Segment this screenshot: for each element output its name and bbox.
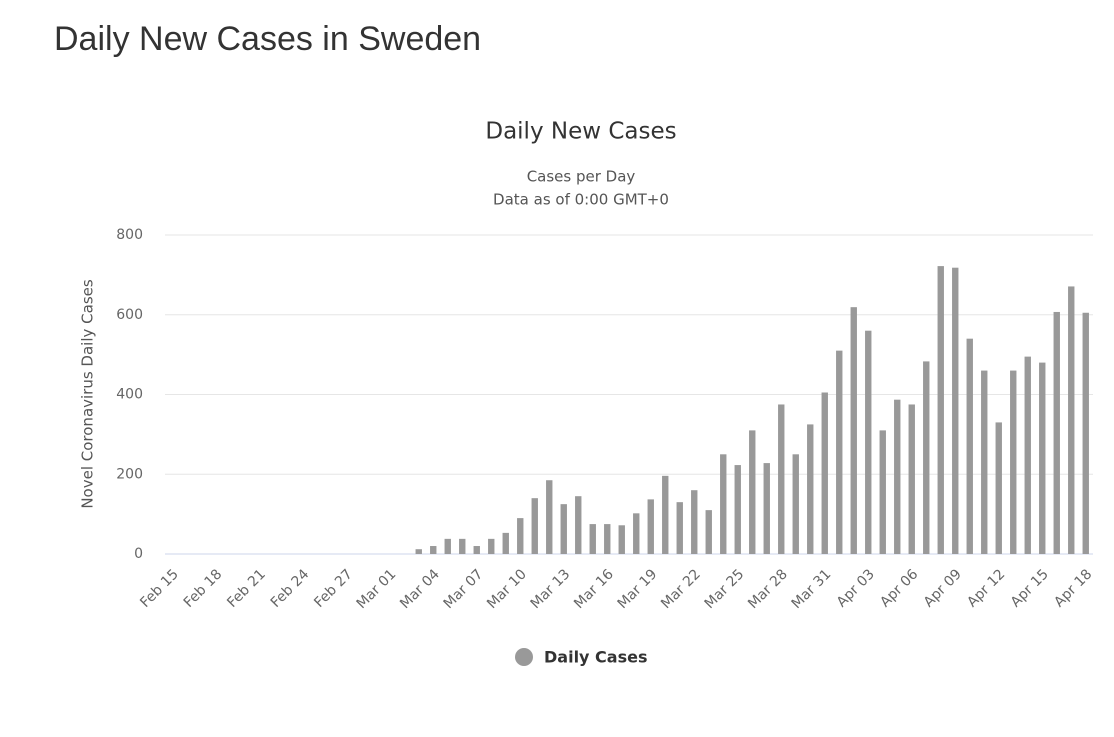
bar bbox=[575, 496, 582, 554]
bar bbox=[763, 463, 770, 554]
bar bbox=[807, 424, 814, 554]
bar bbox=[589, 524, 596, 554]
bar bbox=[618, 525, 625, 554]
bar bbox=[850, 307, 857, 554]
x-tick-label: Apr 15 bbox=[1008, 566, 1052, 610]
bar bbox=[444, 538, 451, 554]
bar bbox=[488, 538, 495, 554]
chart-subtitle: Cases per Day bbox=[527, 168, 636, 186]
x-tick-label: Mar 31 bbox=[789, 566, 835, 612]
x-tick-label: Apr 06 bbox=[877, 566, 921, 610]
bar bbox=[1039, 362, 1046, 554]
chart-title: Daily New Cases bbox=[485, 119, 676, 145]
bar bbox=[865, 330, 872, 554]
bar bbox=[1082, 312, 1089, 554]
x-tick-label: Feb 15 bbox=[137, 566, 182, 611]
bar bbox=[821, 392, 828, 554]
x-tick-label: Apr 12 bbox=[964, 566, 1008, 610]
bar bbox=[836, 350, 843, 554]
bar bbox=[676, 502, 683, 554]
bar bbox=[691, 490, 698, 554]
bar bbox=[415, 549, 422, 554]
y-tick-label: 800 bbox=[116, 227, 143, 243]
y-tick-label: 200 bbox=[116, 466, 143, 482]
bar bbox=[604, 524, 611, 554]
x-tick-label: Mar 16 bbox=[571, 566, 617, 612]
bar bbox=[879, 430, 886, 554]
bar bbox=[459, 538, 466, 554]
y-axis-label: Novel Coronavirus Daily Cases bbox=[79, 279, 97, 509]
bar bbox=[546, 480, 553, 554]
x-tick-label: Mar 25 bbox=[702, 566, 748, 612]
bar bbox=[952, 267, 959, 554]
bar bbox=[966, 338, 973, 554]
bar bbox=[937, 266, 944, 554]
bar bbox=[1068, 286, 1075, 554]
x-tick-label: Mar 01 bbox=[354, 566, 400, 612]
bar bbox=[1053, 311, 1060, 554]
bar bbox=[517, 518, 524, 554]
y-tick-label: 0 bbox=[134, 546, 143, 562]
bar bbox=[430, 546, 437, 554]
x-tick-label: Feb 21 bbox=[224, 566, 269, 611]
bar bbox=[894, 399, 901, 554]
legend-marker bbox=[515, 648, 533, 666]
bar bbox=[662, 475, 669, 554]
bar bbox=[995, 422, 1002, 554]
bar bbox=[1010, 370, 1017, 554]
x-tick-label: Mar 22 bbox=[658, 566, 704, 612]
legend-label: Daily Cases bbox=[544, 648, 647, 667]
bar bbox=[923, 361, 930, 554]
y-tick-label: 600 bbox=[116, 307, 143, 323]
bar bbox=[792, 454, 799, 554]
bar bbox=[1024, 356, 1031, 554]
x-tick-label: Mar 07 bbox=[441, 566, 487, 612]
bar bbox=[473, 546, 480, 554]
bar bbox=[734, 465, 741, 554]
bar bbox=[720, 454, 727, 554]
bar bbox=[560, 504, 567, 554]
x-tick-label: Apr 09 bbox=[921, 566, 965, 610]
bar bbox=[633, 513, 640, 554]
bar bbox=[502, 532, 509, 554]
bar bbox=[705, 510, 712, 554]
page-title: Daily New Cases in Sweden bbox=[54, 20, 481, 58]
x-tick-label: Mar 04 bbox=[397, 566, 443, 612]
bar bbox=[778, 404, 785, 554]
x-tick-label: Mar 13 bbox=[528, 566, 574, 612]
y-tick-label: 400 bbox=[116, 387, 143, 403]
x-tick-label: Feb 18 bbox=[181, 566, 226, 611]
x-tick-label: Mar 10 bbox=[484, 566, 530, 612]
bar bbox=[647, 499, 654, 554]
x-tick-label: Apr 03 bbox=[834, 566, 878, 610]
x-tick-label: Mar 28 bbox=[745, 566, 791, 612]
bar bbox=[981, 370, 988, 554]
x-tick-label: Feb 27 bbox=[311, 566, 356, 611]
x-tick-label: Feb 24 bbox=[268, 566, 313, 611]
x-tick-label: Mar 19 bbox=[615, 566, 661, 612]
chart-subtitle: Data as of 0:00 GMT+0 bbox=[493, 191, 669, 209]
bar bbox=[749, 430, 756, 554]
bar bbox=[531, 498, 538, 554]
x-tick-label: Apr 18 bbox=[1051, 566, 1095, 610]
bar bbox=[908, 404, 915, 554]
